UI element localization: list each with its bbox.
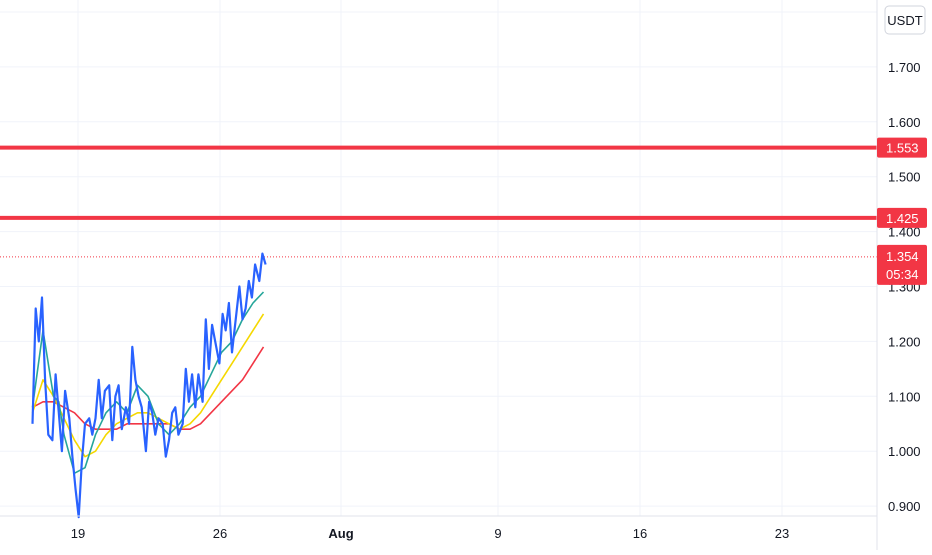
time-tick-label: 23 (775, 526, 789, 541)
price-tick-label: 1.100 (888, 389, 921, 404)
time-axis[interactable]: 19 26 Aug 9 16 23 (71, 526, 789, 541)
level-price-tag (877, 207, 927, 228)
horizontal-levels[interactable] (0, 145, 877, 258)
currency-badge[interactable]: USDT (884, 5, 926, 35)
price-tags: 1.553 1.425 1.354 05:34 (877, 137, 927, 285)
price-tick-label: 1.700 (888, 60, 921, 75)
series-line (31, 252, 267, 519)
grid-lines (0, 0, 877, 516)
level-price-tag-label: 1.425 (886, 211, 919, 226)
price-tick-label: 0.900 (888, 499, 921, 514)
time-tick-label: 26 (213, 526, 227, 541)
time-tick-label: Aug (328, 526, 353, 541)
last-price-tag (877, 244, 927, 285)
time-tick-label: 16 (633, 526, 647, 541)
price-tick-label: 1.000 (888, 444, 921, 459)
price-tick-label: 1.500 (888, 170, 921, 185)
currency-badge-box[interactable] (884, 5, 926, 35)
price-tick-label: 1.600 (888, 115, 921, 130)
last-price-tag-label: 1.354 (886, 249, 919, 264)
countdown-label: 05:34 (886, 267, 919, 282)
time-tick-label: 9 (494, 526, 501, 541)
price-tick-label: 1.400 (888, 225, 921, 240)
level-price-tag-label: 1.553 (886, 141, 919, 156)
level-price-tag (877, 137, 927, 158)
series-lines (31, 252, 267, 519)
price-tick-label: 1.200 (888, 334, 921, 349)
time-tick-label: 19 (71, 526, 85, 541)
currency-badge-label: USDT (887, 13, 922, 28)
